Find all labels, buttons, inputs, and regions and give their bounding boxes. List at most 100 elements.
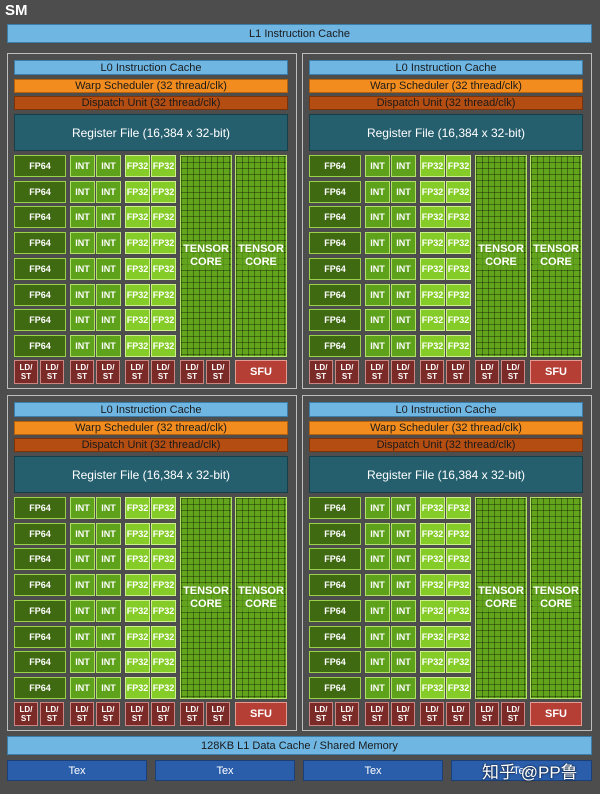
int-column: INT INT INT INT INT INT INT INT (96, 497, 121, 699)
fp32-unit: FP32 (446, 309, 471, 332)
register-file: Register File (16,384 x 32-bit) (14, 456, 288, 493)
tensor-core-label-line1: TENSOR (478, 585, 524, 597)
fp32-unit: FP32 (420, 334, 445, 357)
ld-st-unit: LD/ST (309, 702, 333, 726)
processing-block-2: L0 Instruction Cache Warp Scheduler (32 t… (302, 53, 592, 389)
ld-st-unit: LD/ST (475, 702, 499, 726)
fp32-unit: FP32 (420, 283, 445, 306)
fp32-unit: FP32 (446, 548, 471, 571)
int-unit: INT (365, 283, 390, 306)
l1-data-cache-shared-memory: 128KB L1 Data Cache / Shared Memory (7, 736, 592, 755)
tensor-core-label-line2: CORE (245, 598, 277, 610)
ld-st-label-line2: ST (102, 714, 114, 723)
int-unit: INT (70, 599, 95, 622)
int-unit: INT (365, 676, 390, 699)
tensor-core-label-line2: CORE (190, 598, 222, 610)
fp64-unit: FP64 (309, 548, 361, 571)
int-unit: INT (365, 548, 390, 571)
ld-st-label-line2: ST (131, 714, 143, 723)
fp32-column: FP32 FP32 FP32 FP32 FP32 FP32 FP32 FP32 (420, 155, 445, 357)
tensor-core-label-line2: CORE (485, 598, 517, 610)
tensor-core-label: TENSOR CORE (478, 584, 524, 612)
ld-st-label-line1: LD/ (425, 363, 439, 372)
ld-st-label-line2: ST (186, 714, 198, 723)
ld-st-unit: LD/ST (180, 702, 204, 726)
fp32-unit: FP32 (151, 334, 176, 357)
ld-st-unit: LD/ST (14, 702, 38, 726)
int-unit: INT (391, 599, 416, 622)
l1-instruction-cache: L1 Instruction Cache (7, 24, 592, 43)
int-unit: INT (391, 180, 416, 203)
tensor-core-label-line1: TENSOR (478, 243, 524, 255)
fp64-unit: FP64 (14, 309, 66, 332)
int-unit: INT (391, 522, 416, 545)
fp32-unit: FP32 (151, 232, 176, 255)
ld-st-label-line1: LD/ (101, 363, 115, 372)
ld-st-unit: LD/ST (96, 360, 120, 384)
fp32-unit: FP32 (151, 651, 176, 674)
int-unit: INT (365, 334, 390, 357)
int-unit: INT (96, 309, 121, 332)
fp32-column: FP32 FP32 FP32 FP32 FP32 FP32 FP32 FP32 (151, 155, 176, 357)
int-unit: INT (96, 522, 121, 545)
int-column: INT INT INT INT INT INT INT INT (391, 155, 416, 357)
fp64-unit: FP64 (14, 334, 66, 357)
ld-st-label-line2: ST (20, 372, 32, 381)
ld-st-label-line2: ST (102, 372, 114, 381)
ld-st-label-line2: ST (481, 714, 493, 723)
register-file: Register File (16,384 x 32-bit) (14, 114, 288, 151)
int-unit: INT (96, 232, 121, 255)
int-unit: INT (70, 155, 95, 177)
tensor-core: TENSOR CORE (180, 155, 232, 357)
fp32-unit: FP32 (420, 155, 445, 177)
l0-instruction-cache: L0 Instruction Cache (309, 402, 583, 417)
fp32-unit: FP32 (125, 497, 150, 519)
ld-st-label-line2: ST (212, 714, 224, 723)
ld-st-label-line1: LD/ (425, 705, 439, 714)
fp32-unit: FP32 (151, 625, 176, 648)
fp32-unit: FP32 (420, 599, 445, 622)
ld-st-label-line2: ST (371, 714, 383, 723)
int-unit: INT (96, 283, 121, 306)
int-unit: INT (70, 206, 95, 229)
ld-st-label-line1: LD/ (45, 363, 59, 372)
ld-st-label-line1: LD/ (480, 705, 494, 714)
fp32-unit: FP32 (446, 599, 471, 622)
fp32-unit: FP32 (151, 676, 176, 699)
int-unit: INT (391, 334, 416, 357)
int-unit: INT (391, 651, 416, 674)
fp64-unit: FP64 (309, 676, 361, 699)
ld-st-label-line2: ST (157, 372, 169, 381)
ld-st-unit: LD/ST (40, 702, 64, 726)
ld-st-label-line2: ST (46, 714, 58, 723)
fp64-unit: FP64 (309, 309, 361, 332)
fp32-unit: FP32 (420, 257, 445, 280)
tensor-core-label: TENSOR CORE (238, 242, 284, 270)
dispatch-unit: Dispatch Unit (32 thread/clk) (309, 438, 583, 452)
fp32-unit: FP32 (420, 497, 445, 519)
fp64-column: FP64 FP64 FP64 FP64 FP64 FP64 FP64 FP64 (14, 497, 66, 699)
ld-st-label-line2: ST (186, 372, 198, 381)
int-unit: INT (70, 651, 95, 674)
int-unit: INT (70, 283, 95, 306)
fp32-unit: FP32 (420, 651, 445, 674)
warp-scheduler: Warp Scheduler (32 thread/clk) (14, 79, 288, 93)
tensor-core-label-line2: CORE (190, 256, 222, 268)
ld-st-label-line1: LD/ (370, 705, 384, 714)
fp32-unit: FP32 (446, 206, 471, 229)
fp32-unit: FP32 (446, 625, 471, 648)
fp32-unit: FP32 (125, 651, 150, 674)
fp64-unit: FP64 (14, 651, 66, 674)
ld-st-label-line2: ST (315, 372, 327, 381)
fp32-unit: FP32 (151, 309, 176, 332)
fp64-unit: FP64 (309, 651, 361, 674)
dispatch-unit: Dispatch Unit (32 thread/clk) (309, 96, 583, 110)
fp32-unit: FP32 (125, 283, 150, 306)
ld-st-unit: LD/ST (96, 702, 120, 726)
fp64-unit: FP64 (309, 599, 361, 622)
int-unit: INT (365, 309, 390, 332)
tensor-core-label-line1: TENSOR (238, 243, 284, 255)
fp32-unit: FP32 (446, 232, 471, 255)
ld-st-unit: LD/ST (420, 702, 444, 726)
processing-block-3: L0 Instruction Cache Warp Scheduler (32 t… (7, 395, 297, 731)
